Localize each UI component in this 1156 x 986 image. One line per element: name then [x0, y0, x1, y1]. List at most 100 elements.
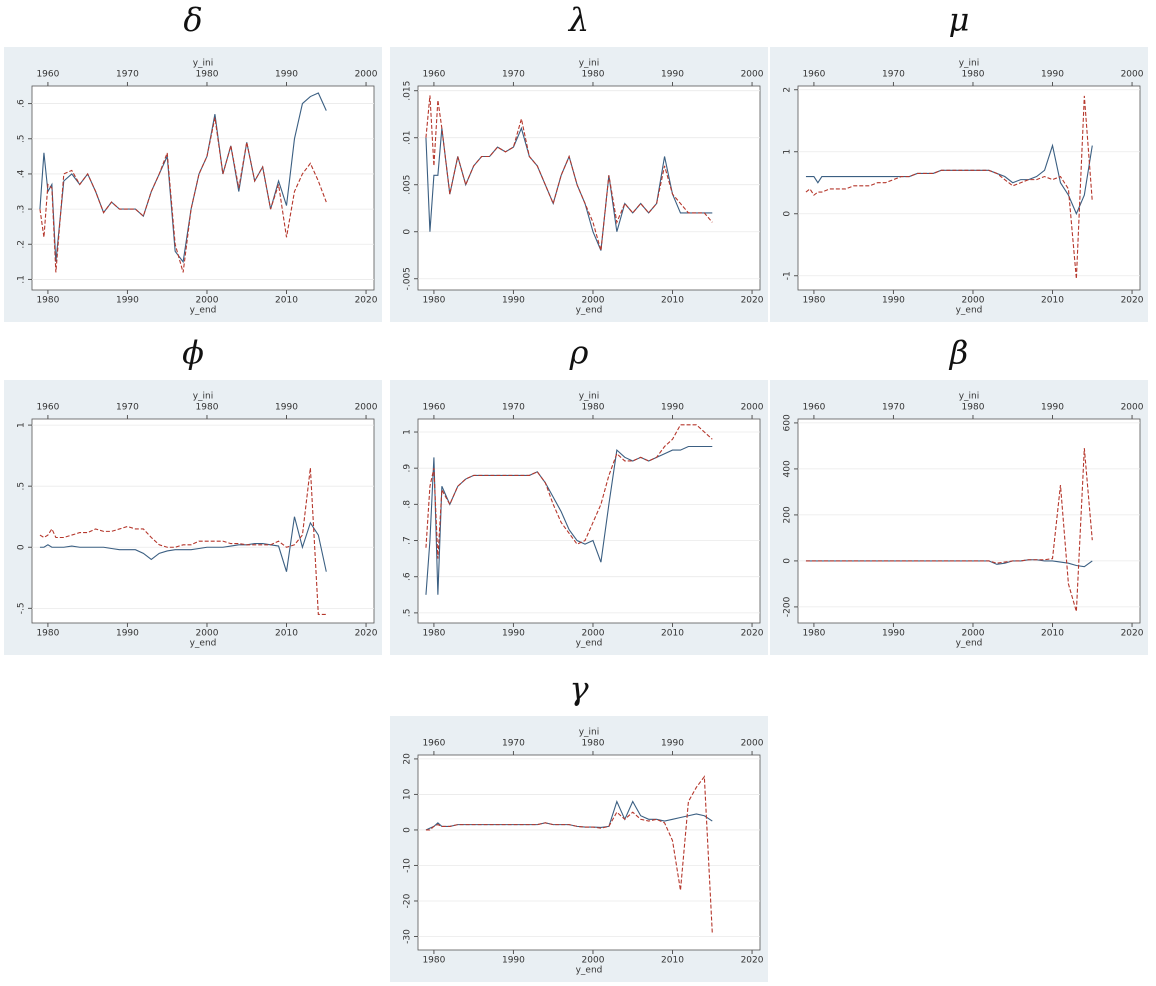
- x-tick-label: 2020: [741, 956, 764, 966]
- y-tick-label: .5: [17, 134, 27, 143]
- x-tick-label: 1980: [422, 296, 445, 306]
- x-tick-label: 2020: [741, 629, 764, 639]
- x2-tick-label: 2000: [355, 70, 378, 80]
- x-tick-label: 2000: [582, 296, 605, 306]
- y-tick-label: -20: [403, 893, 413, 908]
- series-line: [425, 775, 713, 933]
- x2-tick-label: 1960: [422, 403, 445, 413]
- x2-tick-label: 1960: [422, 739, 445, 749]
- x-tick-label: 2020: [355, 629, 378, 639]
- series-line: [39, 117, 327, 273]
- x2-tick-label: 1980: [196, 403, 219, 413]
- panel-title: λ: [567, 1, 589, 39]
- x2-tick-label: 1970: [116, 403, 139, 413]
- series-line: [805, 448, 1093, 612]
- x2-tick-label: 1960: [802, 70, 825, 80]
- x-axis-title: y_end: [956, 306, 983, 316]
- x-tick-label: 2010: [1041, 296, 1064, 306]
- y-tick-label: -.5: [17, 602, 27, 614]
- y-tick-label: .3: [17, 205, 27, 214]
- panel-title: μ: [949, 1, 970, 39]
- x2-tick-label: 1990: [275, 403, 298, 413]
- plot-area: [31, 418, 375, 624]
- plot-area: [31, 85, 375, 291]
- y-tick-label: .2: [17, 240, 27, 249]
- y-tick-label: .4: [17, 169, 27, 178]
- x-axis-title: y_end: [576, 966, 603, 976]
- x2-tick-label: 1970: [882, 403, 905, 413]
- y-tick-label: 200: [783, 506, 793, 523]
- y-tick-label: -.005: [403, 267, 413, 290]
- y-tick-label: .6: [17, 99, 27, 108]
- y-tick-label: 1: [403, 429, 413, 435]
- y-tick-label: 0: [403, 229, 413, 235]
- x2-tick-label: 2000: [1121, 403, 1144, 413]
- plot-area: [417, 418, 761, 624]
- x2-tick-label: 2000: [741, 739, 764, 749]
- y-tick-label: .6: [403, 572, 413, 581]
- x2-tick-label: 1960: [802, 403, 825, 413]
- panel: δ .1 .2 .3 .4 .5 .6 1980 1990 2000 2010 2020 1960 197…: [4, 1, 382, 322]
- x-tick-label: 1990: [116, 296, 139, 306]
- panel: ρ .5 .6 .7 .8 .9 1 1980 1990 2000 2010 2020 1960 1970…: [390, 334, 768, 655]
- y-tick-label: 2: [783, 87, 793, 93]
- series-line: [39, 516, 327, 572]
- x-tick-label: 2000: [196, 296, 219, 306]
- panel-title: ρ: [569, 334, 589, 372]
- x-tick-label: 2020: [355, 296, 378, 306]
- y-tick-label: .015: [403, 81, 413, 101]
- x2-tick-label: 1980: [962, 70, 985, 80]
- x2-tick-label: 1970: [502, 403, 525, 413]
- x-tick-label: 1990: [502, 629, 525, 639]
- x-tick-label: 1990: [502, 296, 525, 306]
- y-tick-label: -200: [783, 596, 793, 617]
- x-tick-label: 1980: [802, 296, 825, 306]
- x2-tick-label: 1990: [661, 70, 684, 80]
- x-axis-title: y_end: [190, 639, 217, 649]
- x-tick-label: 1980: [36, 629, 59, 639]
- x2-tick-label: 1980: [582, 403, 605, 413]
- x-tick-label: 2010: [661, 629, 684, 639]
- x2-axis-title: y_ini: [579, 59, 600, 69]
- x-tick-label: 2020: [741, 296, 764, 306]
- panel: μ -1 0 1 2 1980 1990 2000 2010 2020 1960 1970 1980 19…: [770, 1, 1148, 322]
- series-line: [425, 126, 713, 251]
- series-line: [39, 467, 327, 615]
- x-tick-label: 2000: [196, 629, 219, 639]
- x-axis-title: y_end: [190, 306, 217, 316]
- x-tick-label: 2020: [1121, 629, 1144, 639]
- series-line: [425, 424, 713, 559]
- x2-tick-label: 1970: [502, 70, 525, 80]
- x2-tick-label: 1990: [1041, 70, 1064, 80]
- x-tick-label: 1980: [422, 956, 445, 966]
- x2-tick-label: 1980: [582, 70, 605, 80]
- x2-tick-label: 1980: [582, 739, 605, 749]
- panel-title: γ: [569, 670, 589, 708]
- plot-area: [797, 418, 1141, 624]
- x2-tick-label: 1960: [422, 70, 445, 80]
- x-tick-label: 2000: [962, 296, 985, 306]
- plot-area: [417, 754, 761, 951]
- x2-axis-title: y_ini: [959, 59, 980, 69]
- panel: γ -30 -20 -10 0 10 20 1980 1990 2000 2010 2020 1960 1…: [390, 670, 768, 982]
- x-tick-label: 2010: [661, 956, 684, 966]
- panel: ϕ -.5 0 .5 1 1980 1990 2000 2010 2020 1960 1970 1980…: [4, 334, 382, 655]
- x-tick-label: 1980: [36, 296, 59, 306]
- y-tick-label: 1: [17, 422, 27, 428]
- x2-tick-label: 1990: [275, 70, 298, 80]
- y-tick-label: -30: [403, 929, 413, 944]
- panel-title: β: [949, 334, 969, 372]
- x2-tick-label: 2000: [741, 403, 764, 413]
- panel-title: ϕ: [182, 334, 204, 372]
- y-tick-label: 10: [403, 788, 413, 800]
- x-tick-label: 2000: [582, 629, 605, 639]
- x-tick-label: 1990: [882, 629, 905, 639]
- x2-axis-title: y_ini: [579, 728, 600, 738]
- x2-tick-label: 1990: [661, 403, 684, 413]
- y-tick-label: 0: [17, 544, 27, 550]
- y-tick-label: -1: [783, 271, 793, 280]
- series-line: [39, 92, 327, 264]
- plot-area: [417, 85, 761, 291]
- x2-tick-label: 2000: [1121, 70, 1144, 80]
- y-tick-label: -10: [403, 858, 413, 873]
